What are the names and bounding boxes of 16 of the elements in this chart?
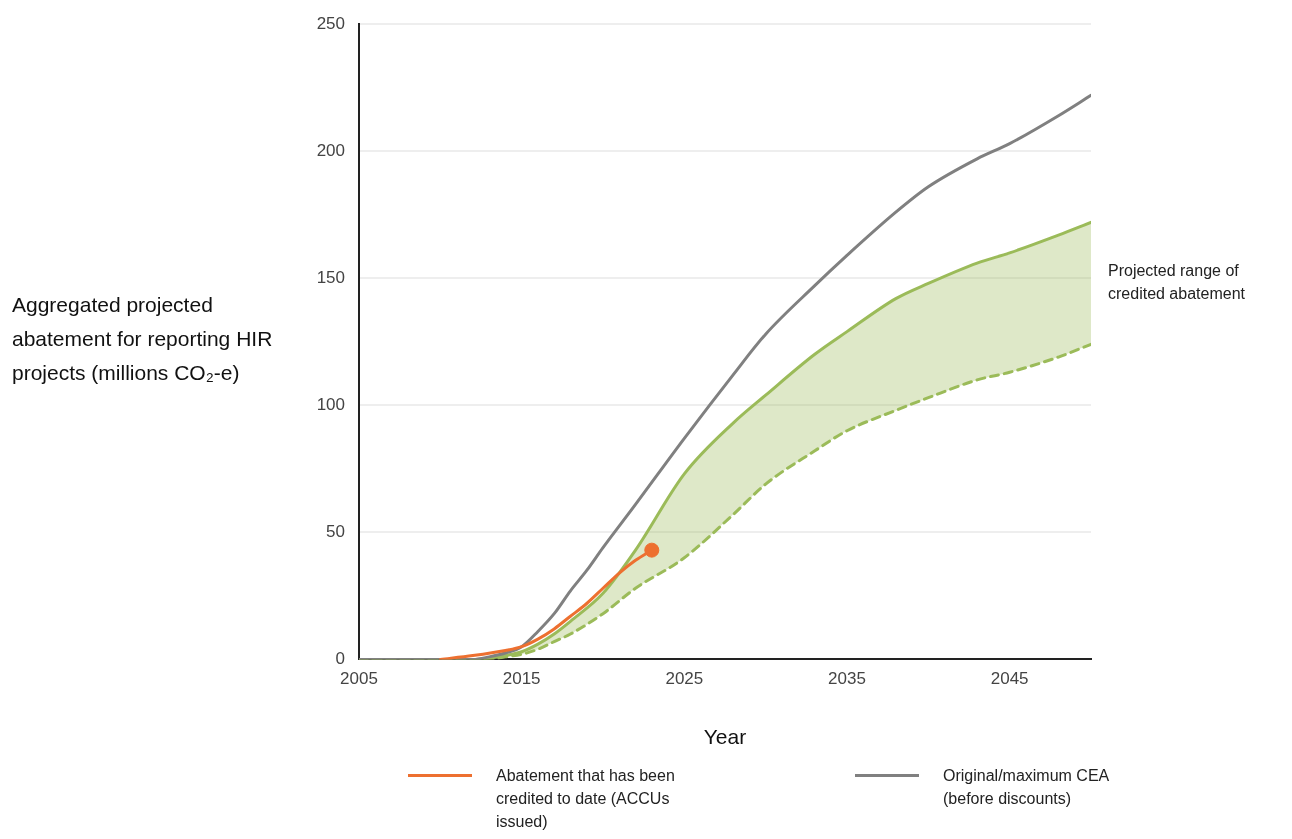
x-tick-label: 2015 bbox=[502, 669, 541, 689]
y-tick-label: 250 bbox=[316, 13, 345, 33]
text: Projected range of credited abatement bbox=[1108, 262, 1246, 303]
x-tick-label: 2025 bbox=[665, 669, 704, 689]
x-tick-label: 2005 bbox=[340, 669, 378, 689]
y-tick-label: 100 bbox=[316, 395, 345, 415]
x-tick-label: 2035 bbox=[828, 669, 866, 689]
x-tick-label: 2045 bbox=[990, 669, 1029, 689]
y-axis-title: Aggregated projected abatement for reporting HIR projects (millions CO₂-e) bbox=[12, 292, 274, 386]
y-tick-label: 200 bbox=[316, 140, 345, 160]
y-tick-label: 0 bbox=[335, 649, 345, 669]
x-axis-title: Year bbox=[703, 725, 747, 749]
legend-label: Original/maximum CEA (before discounts) bbox=[943, 766, 1110, 809]
y-tick-label: 50 bbox=[326, 522, 345, 542]
legend-label: Abatement that has been credited to date (ACCUs issued) bbox=[496, 766, 676, 832]
y-tick-label: 150 bbox=[316, 267, 345, 287]
